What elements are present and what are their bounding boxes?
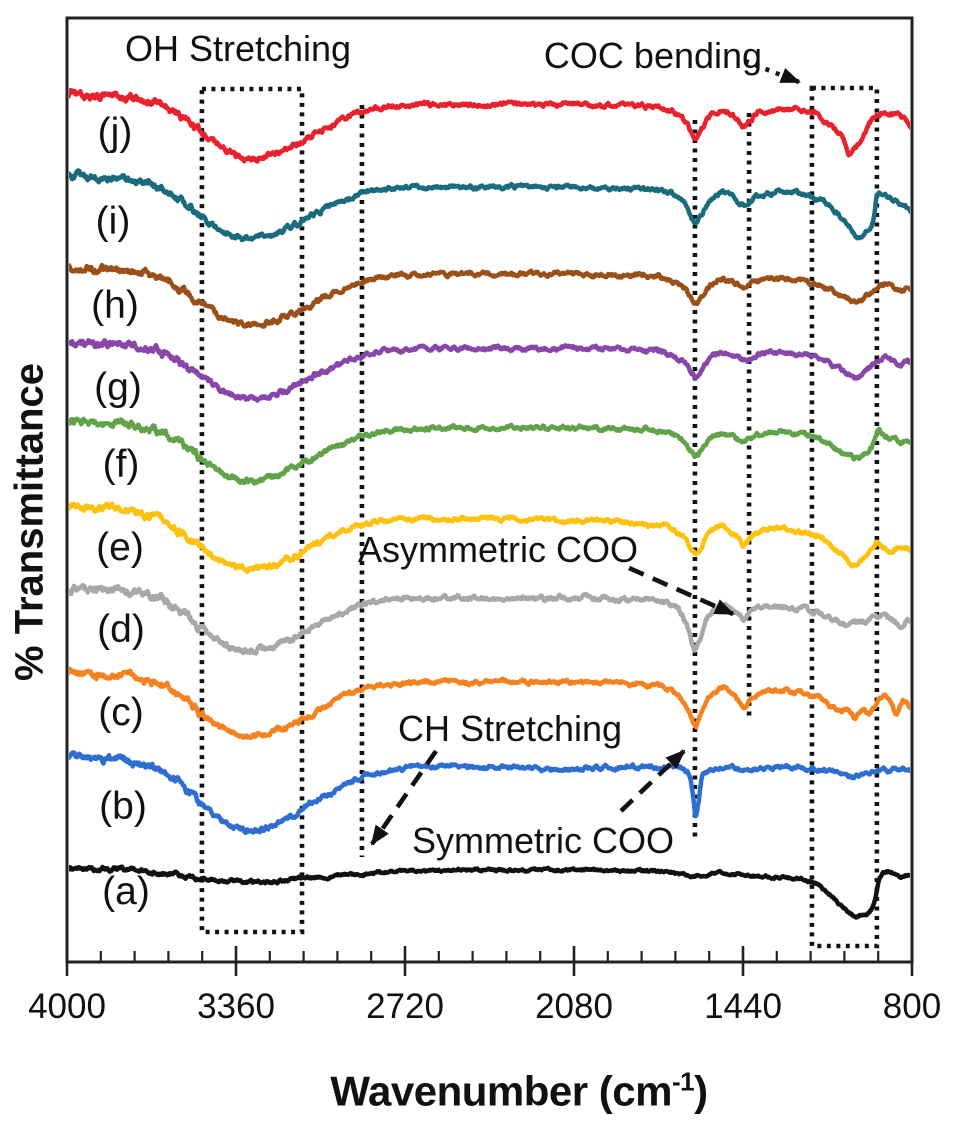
spectrum-curve-f <box>69 416 910 486</box>
symmetric-coo-arrow <box>619 749 686 813</box>
oh-stretching-region <box>199 86 305 935</box>
coc-bending-region <box>809 85 880 949</box>
spectrum-curve-b <box>69 750 910 836</box>
curve-label-d: (d) <box>97 608 145 651</box>
curve-label-c: (c) <box>98 691 144 734</box>
x-axis-ticks <box>65 946 914 976</box>
ch-stretching-arrow <box>370 749 438 846</box>
x-tick-label-800: 800 <box>882 987 942 1026</box>
spectrum-curve-e <box>69 501 910 575</box>
annotation-symmetric-coo: Symmetric COO <box>411 820 675 861</box>
spectra-curves <box>69 87 910 920</box>
curve-label-f: (f) <box>102 443 140 486</box>
curve-label-j: (j) <box>97 111 133 154</box>
x-axis-title-close: ) <box>694 1067 708 1115</box>
spectrum-curve-a <box>69 864 910 920</box>
spectrum-curve-i <box>69 168 910 243</box>
annotation-oh-stretching: OH Stretching <box>124 28 352 69</box>
x-axis-title-sup: -1 <box>671 1066 695 1097</box>
curve-label-b: (b) <box>99 785 147 828</box>
curve-label-h: (h) <box>91 284 139 327</box>
x-axis-title-text: Wavenumber (cm <box>330 1067 672 1115</box>
curve-label-i: (i) <box>95 200 131 243</box>
asymmetric-coo-arrow <box>628 565 735 617</box>
spectrum-curve-d <box>69 582 910 656</box>
x-tick-label-4000: 4000 <box>28 987 106 1026</box>
x-tick-label-1440: 1440 <box>704 987 782 1026</box>
x-tick-label-2080: 2080 <box>535 987 613 1026</box>
curve-label-e: (e) <box>96 526 144 569</box>
y-axis-title: % Transmittance <box>7 363 52 681</box>
plot-border <box>65 16 914 964</box>
annotation-arrows <box>370 58 801 846</box>
x-tick-label-3360: 3360 <box>197 987 275 1026</box>
annotation-asymmetric-coo: Asymmetric COO <box>357 529 639 570</box>
annotation-coc-bending: COC bending <box>543 35 763 76</box>
x-axis-title: Wavenumber (cm-1) <box>330 1066 708 1116</box>
x-tick-label-2720: 2720 <box>366 987 444 1026</box>
curve-label-g: (g) <box>94 366 142 409</box>
annotation-regions <box>199 85 880 949</box>
curve-label-a: (a) <box>102 870 150 913</box>
spectrum-curve-c <box>69 666 910 741</box>
annotation-ch-stretching: CH Stretching <box>397 708 623 749</box>
spectrum-curve-g <box>69 337 910 403</box>
spectrum-curve-h <box>69 262 910 329</box>
spectrum-curve-j <box>69 87 910 164</box>
